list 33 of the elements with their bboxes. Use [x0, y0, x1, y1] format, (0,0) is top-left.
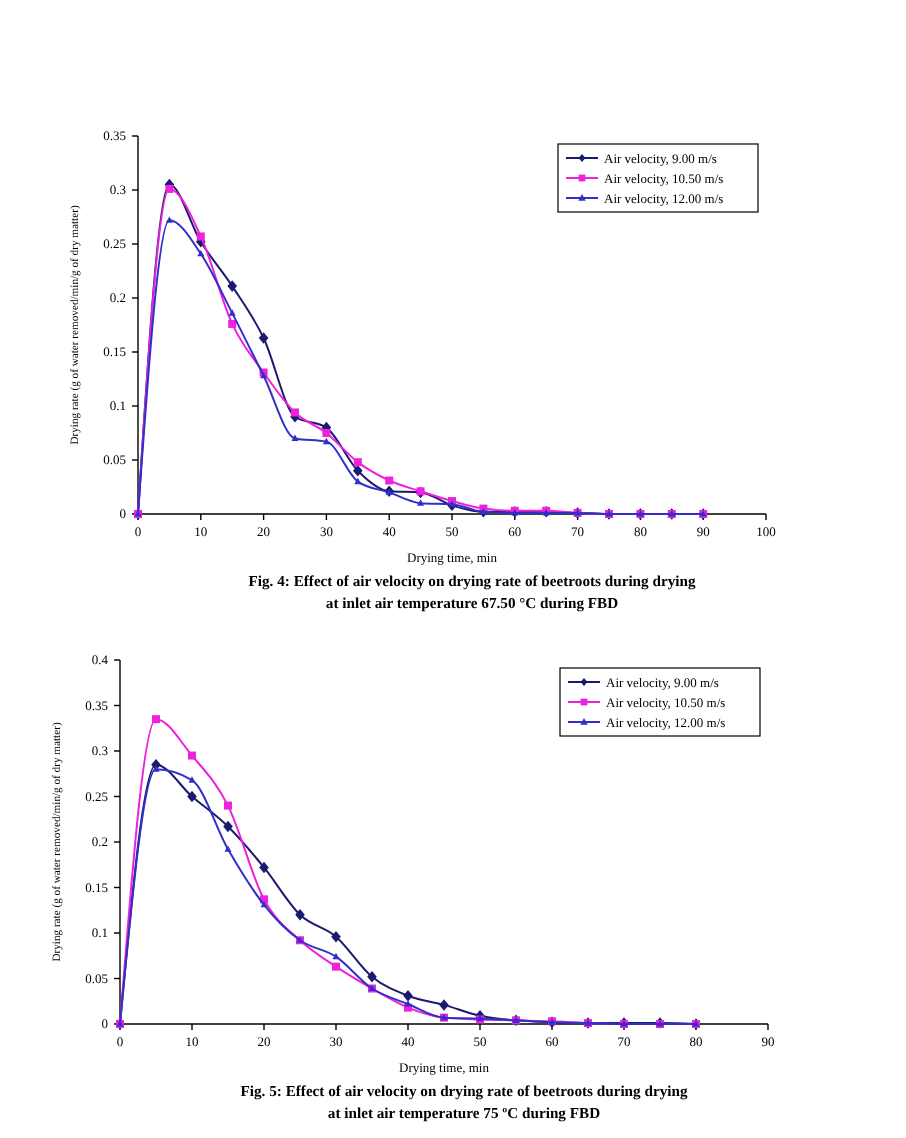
- point: [196, 232, 205, 241]
- point: [188, 776, 196, 783]
- point: [228, 309, 236, 316]
- point: [259, 861, 269, 874]
- point: [223, 820, 233, 833]
- point: [187, 790, 197, 803]
- point: [165, 184, 174, 193]
- point: [417, 499, 425, 506]
- point: [227, 280, 237, 292]
- point: [152, 715, 160, 724]
- point: [228, 319, 237, 328]
- point: [332, 962, 340, 971]
- point: [258, 332, 269, 344]
- point: [404, 1000, 412, 1007]
- point: [354, 477, 362, 485]
- point: [165, 216, 173, 223]
- point: [439, 999, 449, 1011]
- point: [197, 249, 205, 257]
- point: [367, 970, 377, 983]
- point: [295, 909, 305, 921]
- point: [224, 801, 232, 810]
- point: [291, 434, 299, 441]
- point: [353, 458, 362, 467]
- point: [291, 408, 299, 417]
- point: [188, 751, 196, 760]
- point: [331, 930, 341, 943]
- point: [385, 476, 394, 485]
- point: [322, 429, 331, 437]
- point: [152, 765, 160, 772]
- point: [224, 845, 232, 852]
- point: [322, 437, 330, 445]
- point: [353, 465, 363, 477]
- point: [403, 990, 413, 1002]
